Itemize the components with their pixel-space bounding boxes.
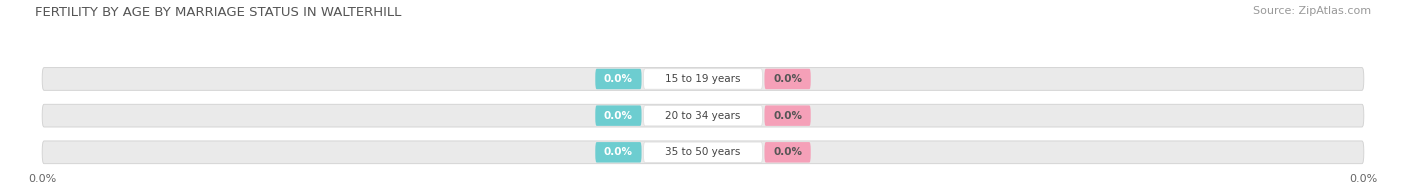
Text: 0.0%: 0.0%: [605, 111, 633, 121]
Text: 0.0%: 0.0%: [605, 74, 633, 84]
FancyBboxPatch shape: [765, 105, 811, 126]
FancyBboxPatch shape: [644, 69, 762, 89]
Text: 15 to 19 years: 15 to 19 years: [665, 74, 741, 84]
FancyBboxPatch shape: [644, 105, 762, 126]
Text: FERTILITY BY AGE BY MARRIAGE STATUS IN WALTERHILL: FERTILITY BY AGE BY MARRIAGE STATUS IN W…: [35, 6, 402, 19]
FancyBboxPatch shape: [595, 69, 641, 89]
Text: 0.0%: 0.0%: [773, 147, 801, 157]
Text: 0.0%: 0.0%: [773, 74, 801, 84]
FancyBboxPatch shape: [595, 142, 641, 162]
FancyBboxPatch shape: [42, 68, 1364, 90]
FancyBboxPatch shape: [42, 141, 1364, 164]
Text: Source: ZipAtlas.com: Source: ZipAtlas.com: [1253, 6, 1371, 16]
Text: 0.0%: 0.0%: [773, 111, 801, 121]
Text: 20 to 34 years: 20 to 34 years: [665, 111, 741, 121]
FancyBboxPatch shape: [595, 105, 641, 126]
Text: 0.0%: 0.0%: [605, 147, 633, 157]
Text: 35 to 50 years: 35 to 50 years: [665, 147, 741, 157]
FancyBboxPatch shape: [644, 142, 762, 162]
FancyBboxPatch shape: [765, 142, 811, 162]
FancyBboxPatch shape: [42, 104, 1364, 127]
FancyBboxPatch shape: [765, 69, 811, 89]
